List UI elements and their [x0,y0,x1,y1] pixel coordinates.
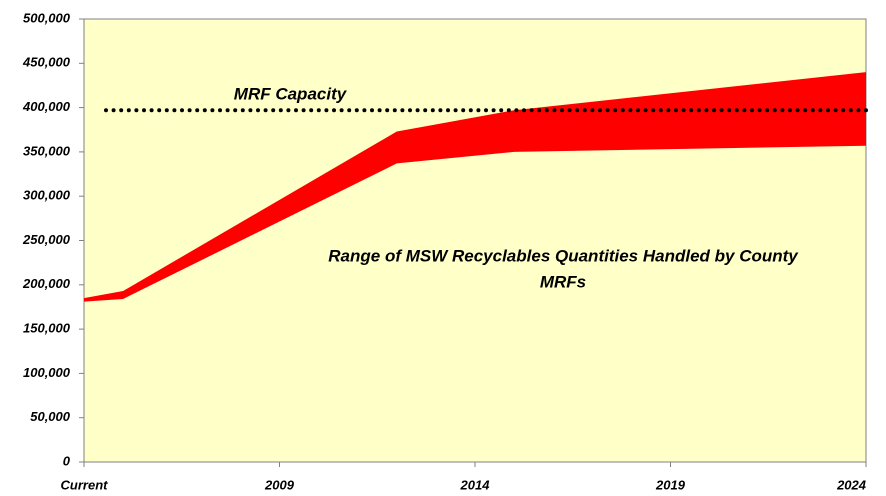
annotation: Range of MSW Recyclables Quantities Hand… [328,246,799,265]
y-tick-label: 450,000 [22,55,71,70]
x-tick-label: 2024 [836,477,867,492]
annotation: MRFs [540,272,586,291]
y-tick-label: 400,000 [22,99,71,114]
y-tick-label: 350,000 [23,143,71,158]
x-tick-label: 2019 [655,477,686,492]
y-tick-label: 50,000 [30,409,71,424]
range-band [84,72,866,302]
y-tick-label: 100,000 [23,365,71,380]
x-tick-label: Current [61,477,109,492]
capacity-label: MRF Capacity [234,85,348,104]
y-tick-label: 150,000 [23,321,71,336]
y-tick-label: 0 [63,453,71,468]
y-tick-label: 250,000 [22,232,71,247]
y-tick-label: 200,000 [22,276,71,291]
y-tick-label: 300,000 [23,188,71,203]
x-tick-label: 2014 [460,477,491,492]
x-tick-label: 2009 [264,477,295,492]
y-tick-label: 500,000 [23,10,71,25]
